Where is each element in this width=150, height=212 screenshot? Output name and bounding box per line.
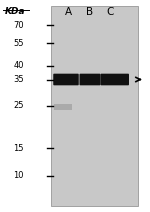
Bar <box>51 6 138 206</box>
FancyBboxPatch shape <box>100 74 129 85</box>
Text: 10: 10 <box>14 172 24 180</box>
Text: C: C <box>106 7 114 17</box>
Text: 55: 55 <box>14 39 24 48</box>
Text: 40: 40 <box>14 61 24 70</box>
FancyBboxPatch shape <box>53 74 79 85</box>
Bar <box>54 104 72 110</box>
Text: KDa: KDa <box>5 7 25 16</box>
FancyBboxPatch shape <box>80 74 100 85</box>
Text: A: A <box>65 7 72 17</box>
Text: 70: 70 <box>13 21 24 30</box>
Text: B: B <box>86 7 93 17</box>
Text: 15: 15 <box>14 144 24 153</box>
Text: 25: 25 <box>14 102 24 110</box>
Text: 35: 35 <box>13 75 24 84</box>
